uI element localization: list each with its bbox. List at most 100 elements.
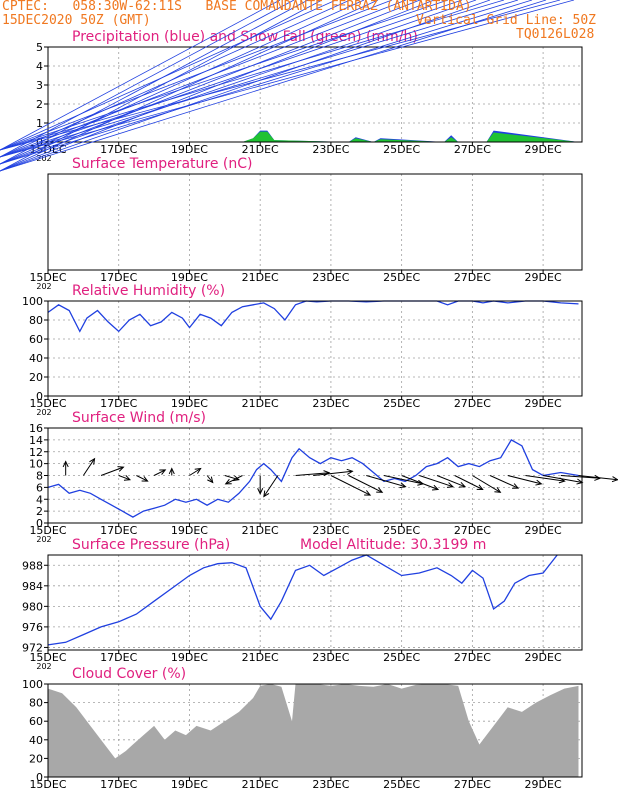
rh-xtick-label: 19DEC — [171, 397, 208, 410]
rh-title: Relative Humidity (%) — [72, 283, 225, 299]
wind-vector — [225, 475, 243, 485]
wind-vector-head — [535, 479, 543, 486]
wind-vector-head — [323, 470, 331, 477]
wind-ytick-label: 16 — [29, 422, 43, 435]
wind-vector-head — [263, 490, 270, 498]
temp-xtick-label: 17DEC — [100, 271, 137, 284]
wind-vector — [330, 475, 371, 496]
pressure-ytick-label: 988 — [22, 559, 43, 572]
precip-title: Precipitation (blue) and Snow Fall (gree… — [72, 29, 418, 45]
wind-vector-head — [117, 466, 125, 472]
wind-xtick-label: 29DEC — [525, 524, 562, 537]
wind-vector — [489, 475, 519, 489]
cloud-ytick-label: 20 — [29, 752, 43, 765]
wind-title: Surface Wind (m/s) — [72, 410, 206, 426]
temp-xtick-label: 23DEC — [312, 271, 349, 284]
wind-vector — [419, 475, 454, 488]
wind-vector — [472, 475, 501, 493]
model-code: TQ0126L028 — [516, 27, 595, 42]
wind-vector-head — [494, 487, 502, 493]
cloud-xtick-label: 17DEC — [100, 778, 137, 791]
wind-vector — [295, 472, 330, 476]
cloud-panel: 0 20 40 60 80 100 15DEC 17DEC 19DEC 21DEC 23DEC 25D… — [22, 666, 583, 791]
rh-xtick-label: 17DEC — [100, 397, 137, 410]
fan-line — [0, 0, 449, 151]
wind-vector-head — [123, 475, 132, 481]
wind-series-line — [47, 439, 579, 518]
precip-xtick-label: 23DEC — [312, 143, 349, 156]
wind-vector — [578, 475, 618, 481]
precip-ytick-label: 1 — [36, 117, 43, 130]
fan-line — [0, 0, 407, 158]
wind-vector-head — [257, 488, 264, 495]
wind-vector — [383, 475, 424, 485]
temp-xtick-label: 27DEC — [454, 271, 491, 284]
cloud-ytick-label: 60 — [29, 715, 43, 728]
wind-xtick-label: 17DEC — [100, 524, 137, 537]
wind-vector — [543, 475, 583, 483]
grid-line-note: Vertical Grid Line: 50Z — [416, 13, 597, 28]
precip-xtick-label: 17DEC — [100, 143, 137, 156]
pressure-xtick-label: 21DEC — [242, 651, 279, 664]
rh-xtick-label: 25DEC — [383, 397, 420, 410]
cloud-title: Cloud Cover (%) — [72, 666, 186, 682]
fan-line — [0, 0, 337, 151]
wind-vector-head — [364, 490, 372, 496]
wind-ytick-label: 2 — [36, 505, 43, 518]
precip-xtick-label: 27DEC — [454, 143, 491, 156]
rh-xtick-label: 23DEC — [312, 397, 349, 410]
wind-vector — [401, 475, 439, 490]
rh-ytick-label: 40 — [29, 352, 43, 365]
wind-vector-head — [141, 476, 149, 482]
temp-xtick-label: 15DEC — [29, 271, 66, 284]
cloud-xtick-label: 29DEC — [525, 778, 562, 791]
rh-xtick-label: 29DEC — [525, 397, 562, 410]
pressure-xtick-label: 15DEC — [29, 651, 66, 664]
wind-vector — [100, 466, 124, 476]
wind-xtick-label: 15DEC — [29, 524, 66, 537]
wind-vector-head — [432, 484, 440, 491]
wind-vector-head — [399, 482, 407, 489]
wind-vector-head — [207, 476, 214, 484]
wind-ytick-label: 12 — [29, 446, 43, 459]
rh-xtick-label: 15DEC — [29, 397, 66, 410]
pressure-title: Surface Pressure (hPa) — [72, 537, 230, 553]
wind-vector — [366, 475, 406, 488]
pressure-ytick-label: 976 — [22, 621, 43, 634]
temp-xtick-label: 29DEC — [525, 271, 562, 284]
temp-frame — [47, 173, 583, 271]
precip-panel: 01234515DEC17DEC19DEC21DEC23DEC25DEC27DE… — [29, 29, 583, 163]
pressure-xtick-label: 27DEC — [454, 651, 491, 664]
wind-xtick-label: 27DEC — [454, 524, 491, 537]
pressure-panel: 972 976 980 984 988 15DEC 17DEC 19DEC 21DEC 23DEC… — [22, 537, 583, 671]
precip-xtick-label: 19DEC — [171, 143, 208, 156]
pressure-xtick-label: 19DEC — [171, 651, 208, 664]
fan-line — [0, 0, 393, 151]
cloud-xtick-label: 27DEC — [454, 778, 491, 791]
wind-vector-head — [159, 469, 167, 475]
pressure-xtick-label: 23DEC — [312, 651, 349, 664]
cloud-ytick-label: 100 — [22, 678, 43, 691]
fan-line — [0, 0, 533, 165]
wind-vector-head — [224, 478, 232, 485]
fan-line — [0, 0, 463, 158]
rh-ytick-label: 100 — [22, 295, 43, 308]
wind-vector — [118, 475, 131, 481]
rh-ytick-label: 20 — [29, 371, 43, 384]
cloud-ytick-label: 80 — [29, 697, 43, 710]
temp-xtick-label: 19DEC — [171, 271, 208, 284]
precip-ytick-label: 0 — [36, 136, 43, 149]
wind-vector — [206, 475, 214, 483]
pressure-xtick-label: 29DEC — [525, 651, 562, 664]
pressure-series-line — [47, 554, 558, 646]
wind-xtick-label: 21DEC — [242, 524, 279, 537]
precip-xtick-label: 25DEC — [383, 143, 420, 156]
fan-line — [0, 0, 519, 158]
wind-vector-head — [346, 468, 354, 475]
wind-vector-head — [446, 482, 455, 488]
cloud-xtick-label: 15DEC — [29, 778, 66, 791]
wind-year-fragment: 202 — [36, 535, 51, 544]
cloud-xtick-label: 23DEC — [312, 778, 349, 791]
pressure-ytick-label: 972 — [22, 641, 43, 654]
